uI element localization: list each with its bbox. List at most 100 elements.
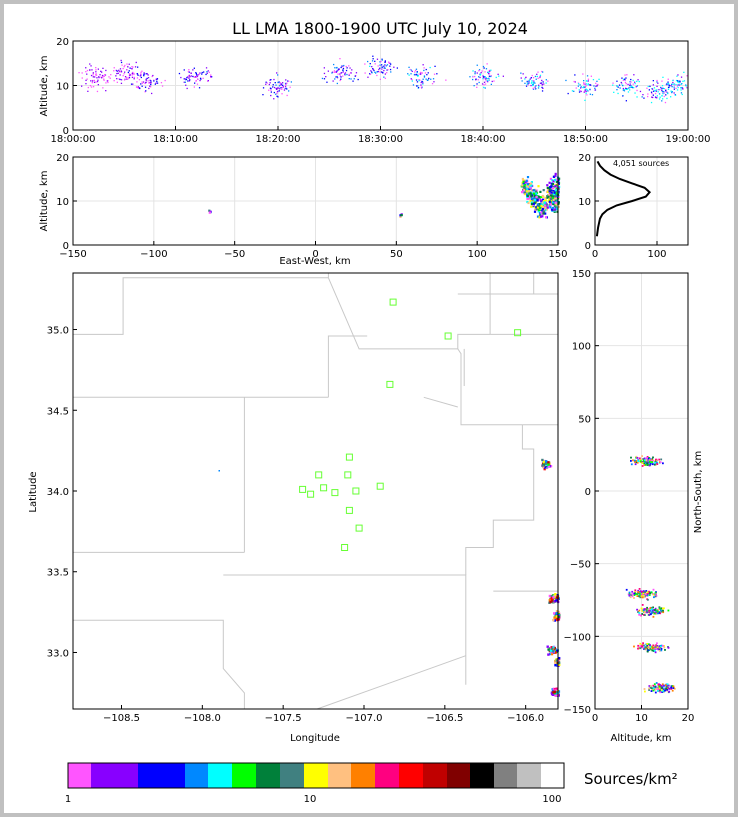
time-height-source: [420, 81, 422, 84]
time-height-source: [681, 83, 683, 85]
time-height-source: [541, 79, 543, 82]
ew-height-source: [400, 214, 403, 217]
time-height-source: [667, 78, 669, 80]
ns-height-source: [632, 459, 634, 462]
plan-view-source: [553, 691, 556, 695]
time-height-source: [662, 87, 664, 89]
time-height-source: [98, 76, 100, 78]
time-height-source: [148, 82, 150, 84]
ns-height-source: [659, 646, 662, 649]
ew-height-source: [544, 199, 547, 202]
time-height-source: [95, 73, 97, 75]
time-height-source: [120, 82, 123, 84]
ew-height-source: [546, 184, 549, 187]
time-height-source: [580, 86, 582, 88]
ew-height-source: [545, 216, 548, 219]
ew-height-source: [538, 206, 542, 210]
time-height-source: [542, 71, 544, 73]
time-height-source: [384, 67, 386, 69]
time-height-source: [481, 70, 483, 72]
time-height-source: [591, 94, 594, 96]
time-height-source: [102, 87, 104, 89]
ew-height-source: [541, 215, 544, 218]
ns-height-source: [662, 645, 664, 647]
ew-height-source: [524, 193, 527, 196]
time-height-source: [417, 75, 419, 77]
time-height-source: [520, 77, 522, 79]
time-height-source: [90, 74, 93, 77]
time-height-source: [137, 66, 139, 68]
plan-view-source: [553, 688, 557, 691]
time-height-source: [97, 79, 99, 81]
time-height-source: [567, 92, 569, 95]
ns-height-source: [648, 464, 651, 467]
time-height-sources: [78, 55, 688, 104]
time-height-source: [133, 73, 135, 76]
time-height-source: [140, 74, 142, 76]
time-height-source: [278, 87, 280, 89]
ew-height-ylabel: Altitude, km: [39, 171, 50, 232]
lma-station: [355, 524, 363, 532]
time-height-source: [667, 88, 670, 90]
ns-height-source: [646, 456, 649, 458]
time-height-source: [666, 97, 668, 100]
time-height-source: [196, 83, 199, 85]
ns-height-source: [655, 463, 657, 466]
time-height-source: [105, 90, 107, 92]
time-height-source: [666, 82, 668, 85]
ns-height-source: [660, 610, 663, 613]
time-height-source: [195, 72, 197, 74]
time-height-source: [337, 73, 339, 75]
time-height-source: [677, 80, 679, 82]
time-height-source: [282, 82, 284, 84]
time-height-source: [87, 90, 89, 92]
time-height-source: [133, 76, 135, 79]
ns-height-source: [646, 643, 648, 645]
ns-height-y-tick-label: 150: [572, 269, 591, 280]
ns-height-source: [654, 646, 657, 649]
time-height-source: [621, 77, 623, 79]
ns-height-x-tick-label: 10: [635, 713, 648, 724]
county-boundary: [316, 655, 466, 710]
time-height-source: [584, 86, 586, 88]
time-height-source: [344, 74, 346, 76]
time-height-source: [188, 75, 190, 77]
county-boundaries: [73, 273, 558, 710]
ns-height-source: [654, 595, 657, 598]
time-height-source: [277, 96, 279, 98]
time-height-source: [286, 82, 288, 84]
time-height-source: [155, 82, 157, 84]
ew-height-source: [537, 185, 540, 188]
time-height-source: [371, 66, 373, 68]
time-height-source: [682, 80, 684, 82]
ew-height-source: [535, 195, 538, 199]
time-height-source: [281, 86, 283, 89]
lma-figure: LL LMA 1800-1900 UTC July 10, 2024 18:00…: [28, 19, 710, 805]
time-height-source: [410, 73, 412, 75]
time-height-source: [530, 77, 532, 79]
time-height-source: [535, 78, 537, 80]
time-height-source: [272, 86, 274, 88]
time-height-source: [342, 75, 344, 77]
ns-height-source: [647, 598, 649, 601]
time-height-source: [345, 69, 348, 72]
time-height-source: [543, 83, 545, 85]
ns-height-source: [652, 650, 655, 652]
plan-view-source: [553, 619, 556, 622]
time-height-source: [626, 74, 628, 76]
time-height-x-tick-label: 18:20:00: [256, 134, 301, 145]
ew-height-source: [554, 195, 557, 198]
time-height-source: [661, 80, 663, 82]
time-height-source: [381, 66, 383, 68]
time-height-source: [190, 72, 192, 74]
ew-height-source: [548, 200, 551, 203]
time-height-source: [381, 58, 383, 60]
time-height-source: [531, 80, 533, 82]
time-height-source: [474, 71, 476, 73]
plan-view-source: [553, 616, 556, 619]
plan-view-source: [557, 615, 560, 619]
time-height-source: [537, 71, 539, 73]
plan-view-source: [555, 615, 559, 618]
time-height-source: [673, 86, 675, 88]
histogram-source-count: 4,051 sources: [613, 159, 669, 168]
